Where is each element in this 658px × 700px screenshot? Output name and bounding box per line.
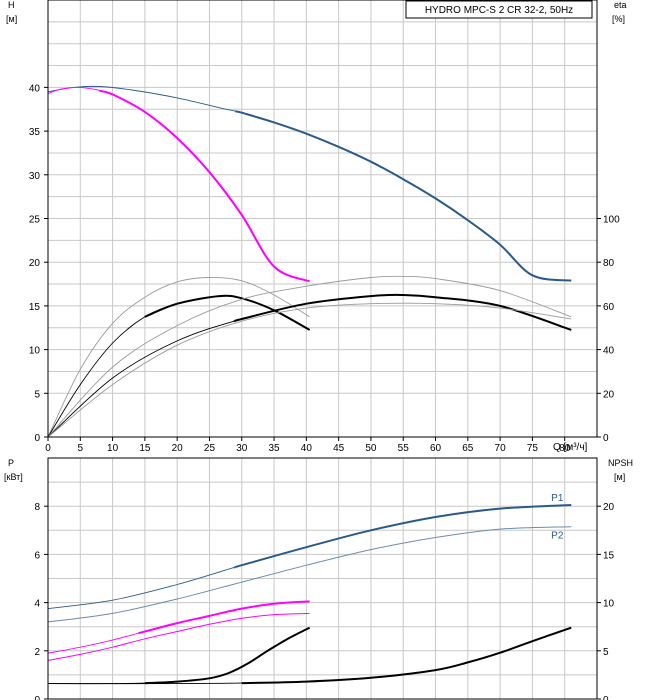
- power-npsh-series: P1 P2: [47, 493, 572, 685]
- curve-2: [47, 277, 310, 438]
- y-left-tick-label: 2: [34, 647, 40, 658]
- power-npsh-frame: [47, 457, 598, 700]
- p-axis-label-line2: [кВт]: [4, 472, 23, 482]
- y-left-tick-label: 40: [29, 83, 41, 94]
- head-efficiency-grid: [48, 0, 597, 437]
- head-efficiency-frame: [47, 0, 598, 438]
- y-right-tick-label: 40: [603, 346, 615, 357]
- y-left-tick-label: 20: [29, 258, 41, 269]
- x-tick-label: 40: [301, 443, 313, 454]
- y-right-tick-label: 100: [603, 215, 620, 226]
- curve-4: [47, 275, 572, 438]
- y-right-tick-label: 5: [603, 647, 609, 658]
- y-left-label-line2: [м]: [6, 14, 17, 24]
- x-tick-label: 75: [527, 443, 539, 454]
- head-efficiency-plot: 0 5 10 15 20 25 30 35 40 45 50 55 60 65 70 75 80 0 5 10 15 20…: [6, 0, 627, 454]
- curve-5: [241, 626, 572, 685]
- y-left-tick-label: 8: [34, 502, 40, 513]
- y-left-tick-label: 30: [29, 171, 41, 182]
- power-npsh-grid: [48, 458, 597, 699]
- y-right-label-line1: eta: [614, 0, 627, 10]
- power-npsh-ticks: 0 2 4 6 8 0 5 10 15 20: [34, 502, 614, 700]
- curve-thin-1: [47, 86, 310, 282]
- curve-5: [233, 293, 572, 331]
- p1-curve-thin: [47, 504, 572, 610]
- x-tick-label: 25: [204, 443, 216, 454]
- y-left-tick-label: 5: [34, 389, 40, 400]
- x-tick-label: 55: [398, 443, 410, 454]
- y-left-tick-label: 0: [34, 433, 40, 444]
- curve-thin-5: [47, 294, 572, 438]
- curve-3: [47, 612, 310, 661]
- curve-0: [235, 110, 572, 282]
- curve-thin-2: [47, 600, 310, 654]
- curve-2: [138, 600, 310, 635]
- y-right-tick-label: 20: [603, 389, 615, 400]
- x-tick-label: 20: [172, 443, 184, 454]
- y-left-tick-label: 10: [29, 346, 41, 357]
- y-right-tick-label: 0: [603, 433, 609, 444]
- y-left-tick-label: 35: [29, 127, 41, 138]
- y-left-tick-label: 25: [29, 215, 41, 226]
- head-efficiency-ticks: 0 5 10 15 20 25 30 35 40 45 50 55 60 65 70 75 80 0 5 10 15 20…: [29, 83, 620, 454]
- curve-3: [144, 294, 311, 331]
- head-efficiency-series: [47, 85, 572, 438]
- x-tick-label: 15: [139, 443, 151, 454]
- p1-label: P1: [551, 493, 564, 504]
- p1-curve: [233, 504, 572, 569]
- y-right-tick-label: 15: [603, 550, 615, 561]
- x-tick-label: 10: [107, 443, 119, 454]
- y-right-tick-label: 10: [603, 599, 615, 610]
- x-tick-label: 5: [78, 443, 84, 454]
- y-left-tick-label: 0: [34, 695, 40, 700]
- npsh-axis-label-line1: NPSH: [608, 458, 633, 468]
- y-left-tick-label: 6: [34, 550, 40, 561]
- y-right-label-line2: [%]: [612, 14, 625, 24]
- power-npsh-plot: P1 P2 0 2 4 6 8 0 5 10 15 20 P [кВт] NPSH [м]: [4, 457, 633, 700]
- curve-thin-0: [47, 85, 572, 282]
- x-tick-label: 30: [236, 443, 248, 454]
- y-right-tick-label: 20: [603, 502, 615, 513]
- chart-title: HYDRO MPC-S 2 CR 32-2, 50Hz: [425, 5, 573, 16]
- x-tick-label: 65: [462, 443, 474, 454]
- y-right-tick-label: 0: [603, 695, 609, 700]
- x-tick-label: 45: [333, 443, 345, 454]
- y-left-label-line1: H: [8, 0, 15, 10]
- x-tick-label: 70: [495, 443, 507, 454]
- title-box: [405, 0, 593, 19]
- x-tick-label: 0: [45, 443, 51, 454]
- curve-thin-3: [47, 295, 310, 438]
- x-tick-label: 35: [268, 443, 280, 454]
- y-left-tick-label: 15: [29, 302, 41, 313]
- x-tick-label: 50: [365, 443, 377, 454]
- y-left-tick-label: 4: [34, 599, 40, 610]
- curve-1: [99, 89, 310, 283]
- x-tick-label: 60: [430, 443, 442, 454]
- y-right-tick-label: 60: [603, 302, 615, 313]
- curve-6: [47, 302, 572, 438]
- p2-curve: [47, 526, 572, 623]
- x-axis-label: Q [м³/ч]: [553, 442, 588, 453]
- x-tick-label: 80: [559, 443, 571, 454]
- p-axis-label-line1: P: [8, 458, 14, 468]
- y-right-tick-label: 80: [603, 258, 615, 269]
- curve-4: [144, 626, 311, 685]
- npsh-axis-label-line2: [м]: [614, 472, 625, 482]
- p2-label: P2: [551, 531, 564, 542]
